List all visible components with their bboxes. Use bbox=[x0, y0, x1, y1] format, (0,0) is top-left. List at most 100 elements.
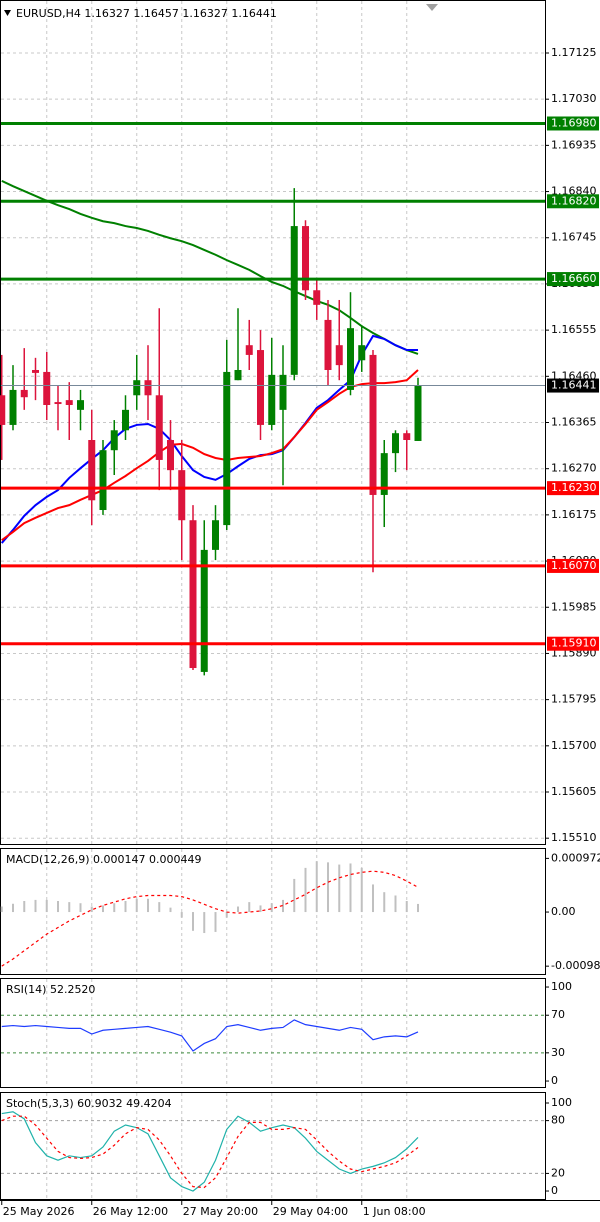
candle-body bbox=[257, 350, 264, 425]
panel-title: MACD(12,26,9) 0.000147 0.000449 bbox=[6, 853, 202, 866]
histogram-bar bbox=[79, 903, 82, 913]
y-tick-label: 1.15795 bbox=[551, 693, 597, 706]
candle-body bbox=[155, 395, 163, 460]
candle-body bbox=[32, 369, 39, 373]
level-label: 1.16660 bbox=[551, 272, 597, 285]
histogram-bar bbox=[23, 901, 26, 913]
y-tick-label: 70 bbox=[551, 1008, 565, 1021]
candle-body bbox=[369, 354, 377, 495]
candle-body bbox=[403, 433, 411, 441]
level-label: 1.16230 bbox=[551, 481, 597, 494]
candle-body bbox=[347, 328, 354, 390]
histogram-bar bbox=[102, 905, 104, 913]
series-line bbox=[1, 1111, 419, 1192]
candle-body bbox=[245, 345, 253, 355]
candle-body bbox=[43, 371, 51, 405]
candle-body bbox=[290, 226, 298, 375]
candle-body bbox=[324, 319, 332, 370]
candle-body bbox=[133, 380, 141, 396]
level-box bbox=[547, 272, 599, 287]
candle-body bbox=[380, 453, 388, 495]
y-tick-label: 1.16935 bbox=[551, 138, 597, 151]
y-tick-label: 0 bbox=[551, 1074, 558, 1087]
x-tick-label: 1 Jun 08:00 bbox=[363, 1205, 426, 1218]
y-tick-label: 0.00 bbox=[551, 905, 576, 918]
y-tick-label: 1.16745 bbox=[551, 231, 597, 244]
series-line bbox=[1, 870, 419, 967]
y-tick-label: 1.15700 bbox=[551, 739, 597, 752]
panel-frame bbox=[0, 978, 546, 1088]
candle-body bbox=[122, 409, 129, 431]
candle-body bbox=[0, 395, 6, 425]
histogram-bar bbox=[0, 906, 3, 913]
y-tick-label: 1.16365 bbox=[551, 416, 597, 429]
candle-body bbox=[392, 433, 399, 454]
histogram-bar bbox=[225, 912, 228, 918]
candle-body bbox=[223, 371, 231, 526]
histogram-bar bbox=[34, 899, 37, 913]
histogram-bar bbox=[124, 901, 127, 913]
series-line bbox=[1, 1019, 419, 1052]
histogram-bar bbox=[360, 867, 363, 913]
candle-body bbox=[302, 226, 309, 291]
histogram-bar bbox=[45, 899, 48, 913]
histogram-bar bbox=[270, 903, 273, 913]
histogram-bar bbox=[293, 878, 296, 913]
y-tick-label: 1.15605 bbox=[551, 785, 597, 798]
histogram-bar bbox=[259, 905, 262, 913]
histogram-bar bbox=[192, 912, 194, 931]
histogram-bar bbox=[417, 903, 419, 913]
y-tick-label: 1.15985 bbox=[551, 600, 597, 613]
level-box bbox=[547, 194, 599, 209]
y-tick-label: -0.00098 bbox=[551, 959, 600, 972]
histogram-bar bbox=[203, 912, 206, 934]
x-tick-label: 29 May 04:00 bbox=[273, 1205, 348, 1218]
panel-title: RSI(14) 52.2520 bbox=[6, 983, 95, 996]
candle-body bbox=[178, 470, 186, 521]
candle-body bbox=[99, 450, 107, 511]
y-tick-label: 80 bbox=[551, 1114, 565, 1127]
histogram-bar bbox=[12, 903, 14, 913]
histogram-bar bbox=[338, 864, 341, 913]
y-tick-label: 1.16175 bbox=[551, 508, 597, 521]
level-label: 1.16980 bbox=[551, 116, 597, 129]
candle-body bbox=[144, 380, 152, 396]
candle-body bbox=[313, 290, 321, 305]
candle-body bbox=[234, 369, 242, 381]
x-tick-label: 25 May 2026 bbox=[3, 1205, 75, 1218]
candle-body bbox=[110, 430, 118, 451]
candle-body bbox=[268, 374, 276, 425]
candle-body bbox=[65, 400, 73, 405]
level-box bbox=[547, 481, 599, 496]
panel-title: EURUSD,H4 1.16327 1.16457 1.16327 1.1644… bbox=[16, 7, 277, 20]
bid-box bbox=[547, 378, 599, 393]
y-tick-label: 0.000972 bbox=[551, 851, 600, 864]
level-label: 1.15910 bbox=[551, 637, 597, 650]
histogram-bar bbox=[147, 898, 149, 913]
bid-label: 1.16441 bbox=[551, 379, 597, 392]
series-line bbox=[1, 1115, 419, 1189]
candle-body bbox=[335, 345, 343, 366]
title-icon bbox=[4, 10, 11, 16]
histogram-bar bbox=[327, 862, 329, 913]
y-tick-label: 100 bbox=[551, 1096, 572, 1109]
histogram-bar bbox=[169, 907, 172, 913]
candle-body bbox=[189, 520, 197, 669]
histogram-bar bbox=[349, 863, 352, 913]
candle-body bbox=[279, 374, 287, 410]
y-tick-label: 1.16270 bbox=[551, 462, 597, 475]
histogram-bar bbox=[57, 901, 59, 913]
scroll-marker[interactable] bbox=[426, 4, 438, 11]
level-box bbox=[547, 558, 599, 573]
histogram-bar bbox=[180, 912, 183, 918]
y-tick-label: 1.15510 bbox=[551, 831, 597, 844]
candle-body bbox=[167, 440, 174, 471]
candle-body bbox=[358, 345, 366, 361]
histogram-bar bbox=[315, 861, 318, 913]
histogram-bar bbox=[113, 903, 116, 913]
histogram-bar bbox=[237, 906, 239, 913]
y-tick-label: 1.17125 bbox=[551, 46, 597, 59]
candle-body bbox=[77, 400, 84, 410]
